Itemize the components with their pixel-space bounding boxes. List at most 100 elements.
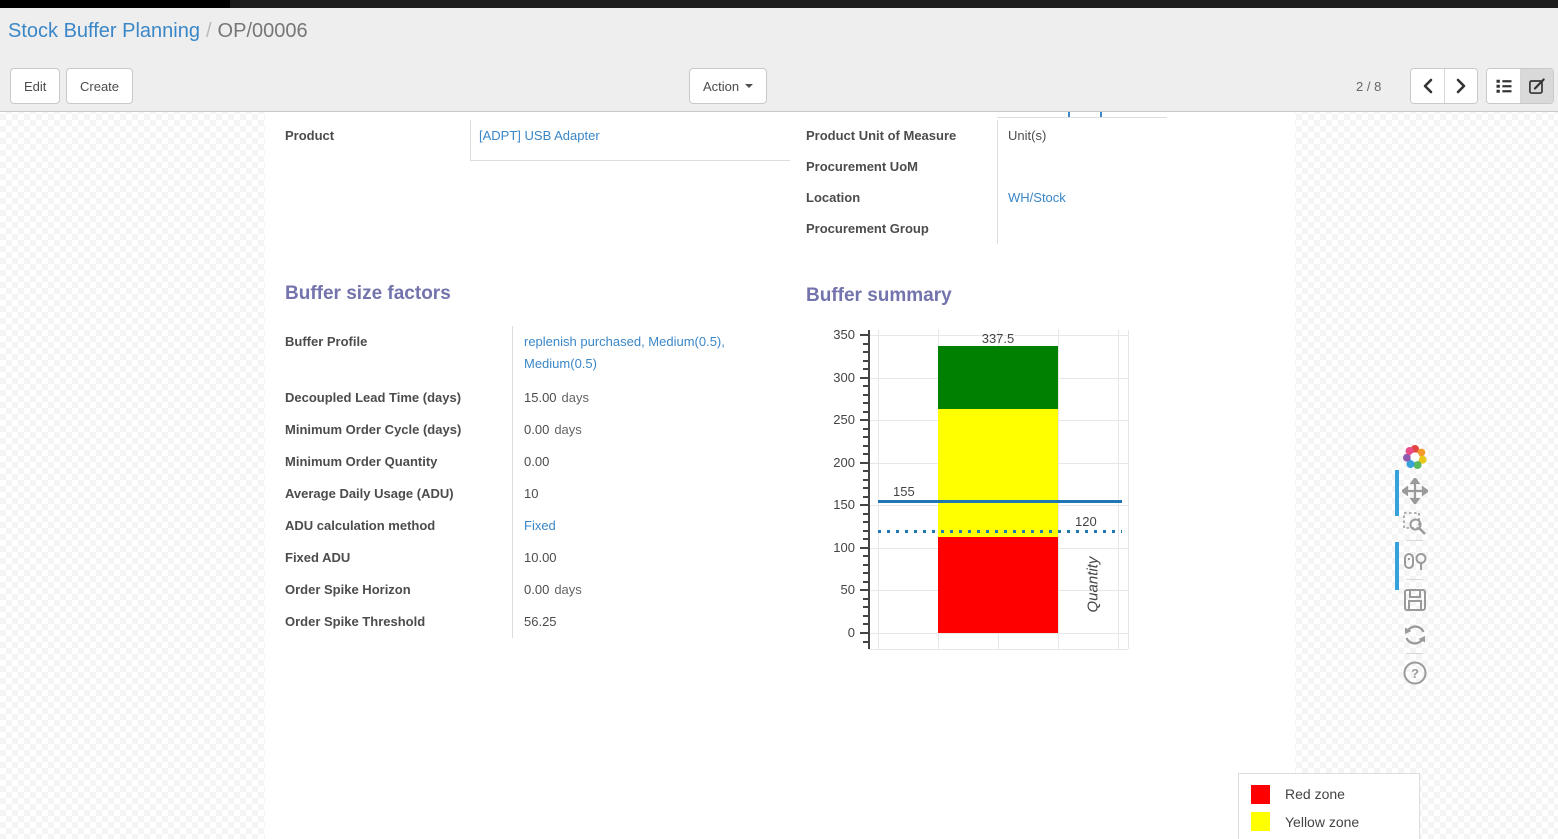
y-tick-minor: [863, 436, 868, 439]
box-zoom-icon[interactable]: [1402, 511, 1428, 537]
modebar-active-indicator: [1395, 542, 1399, 590]
field-value-text: 0.00: [524, 454, 550, 469]
plotly-logo-icon[interactable]: [1402, 444, 1428, 470]
help-icon[interactable]: ?: [1402, 660, 1428, 686]
clipped-text-fragment: [1100, 112, 1102, 117]
field-label: Minimum Order Cycle (days): [285, 422, 462, 437]
buffer-factor-row: ADU calculation method Fixed: [285, 510, 775, 542]
y-tick-minor: [863, 538, 868, 541]
red-zone-bar-segment: [938, 537, 1058, 633]
field-value: 0.00: [512, 446, 775, 478]
y-tick-major: [860, 589, 868, 592]
field-value: [ADPT] USB Adapter: [470, 120, 790, 161]
y-tick-minor: [863, 393, 868, 396]
field-value: 15.00 days: [512, 382, 775, 414]
pager-nav-group: [1410, 68, 1478, 104]
action-label: Action: [703, 78, 740, 94]
field-value-link[interactable]: WH/Stock: [1008, 190, 1066, 205]
product-group-right: Product Unit of Measure Unit(s) Procuremen…: [806, 120, 1295, 244]
field-value-text: 10: [524, 486, 539, 501]
y-tick-minor: [863, 444, 868, 447]
y-tick-minor: [863, 614, 868, 617]
field-label: Average Daily Usage (ADU): [285, 486, 454, 501]
pan-icon[interactable]: [1400, 476, 1430, 506]
yellow-zone-bar-segment: [938, 409, 1058, 538]
field-label: Order Spike Threshold: [285, 614, 426, 629]
y-tick-minor: [863, 623, 868, 626]
y-tick-minor: [863, 521, 868, 524]
create-button[interactable]: Create: [66, 68, 134, 104]
y-tick-label: 0: [847, 625, 855, 640]
field-label: Minimum Order Quantity: [285, 454, 438, 469]
action-dropdown-button[interactable]: Action: [689, 68, 768, 104]
field-unit-suffix: days: [554, 582, 582, 597]
legend-label: Yellow zone: [1285, 813, 1360, 830]
y-tick-major: [860, 632, 868, 634]
buffer-factor-row: Minimum Order Cycle (days) 0.00 days: [285, 414, 775, 446]
y-tick-label: 150: [833, 497, 855, 513]
y-tick-label: 100: [833, 539, 855, 555]
y-tick-minor: [863, 342, 868, 345]
breadcrumb-parent-link[interactable]: Stock Buffer Planning: [8, 20, 200, 42]
form-sheet: Product [ADPT] USB Adapter Product Unit o…: [265, 112, 1430, 839]
field-value: [997, 213, 1295, 244]
field-label: ADU calculation method: [285, 518, 436, 533]
y-tick-minor: [863, 402, 868, 405]
buffer-factor-row: Decoupled Lead Time (days) 15.00 days: [285, 382, 775, 414]
field-value: Unit(s): [997, 120, 1295, 151]
chevron-right-icon: [1456, 78, 1466, 94]
y-tick-minor: [863, 351, 868, 354]
pager-next-button[interactable]: [1444, 69, 1477, 103]
buffer-factor-row: Order Spike Horizon 0.00 days: [285, 574, 775, 606]
field-value-link[interactable]: Fixed: [524, 518, 556, 533]
field-value-text: 15.00: [524, 390, 557, 405]
y-tick-minor: [863, 359, 868, 362]
y-tick-minor: [863, 563, 868, 566]
list-view-button[interactable]: [1487, 69, 1520, 103]
form-view-button[interactable]: [1520, 69, 1553, 103]
y-tick-minor: [863, 640, 868, 643]
field-value: 0.00 days: [512, 414, 775, 446]
field-value-text: 0.00: [524, 422, 550, 437]
systray-bar: [0, 0, 1558, 8]
modebar-divider: [1406, 653, 1423, 654]
pager-count: 2 / 8: [1356, 78, 1382, 94]
product-info-row: Product Unit of Measure Unit(s): [806, 120, 1295, 151]
buffer-factor-row: Minimum Order Quantity 0.00: [285, 446, 775, 478]
legend-label: Red zone: [1285, 786, 1345, 802]
y-tick-minor: [863, 410, 868, 413]
field-value-link[interactable]: [ADPT] USB Adapter: [479, 128, 600, 143]
gridline-vertical: [878, 330, 879, 649]
field-label: Product Unit of Measure: [806, 128, 957, 143]
legend-square-swatch: [1251, 812, 1277, 831]
buffer-summary-title: Buffer summary: [806, 285, 952, 306]
y-tick-minor: [863, 580, 868, 583]
compare-hover-icon[interactable]: [1402, 550, 1428, 576]
field-value-text: 0.00: [524, 582, 550, 597]
product-field-row: Product [ADPT] USB Adapter: [285, 120, 790, 161]
y-tick-minor: [863, 555, 868, 558]
field-label: Location: [806, 190, 861, 205]
save-icon[interactable]: [1402, 587, 1428, 613]
y-tick-major: [860, 333, 868, 336]
y-tick-label: 300: [833, 369, 855, 385]
pager-previous-button[interactable]: [1411, 69, 1444, 103]
y-tick-minor: [863, 385, 868, 388]
legend-entry[interactable]: Yellow zone: [1251, 810, 1359, 834]
line-value-label: 155: [893, 484, 915, 500]
y-tick-label: 350: [833, 326, 855, 342]
y-tick-minor: [863, 478, 868, 481]
field-value-link[interactable]: replenish purchased, Medium(0.5), Medium…: [524, 334, 725, 371]
clipped-text-fragment: [1068, 112, 1070, 117]
product-group-left: Product [ADPT] USB Adapter: [285, 120, 790, 161]
gridline-vertical: [1118, 330, 1119, 649]
edit-form-icon: [1529, 78, 1545, 94]
edit-button[interactable]: Edit: [10, 68, 61, 104]
reset-axes-icon[interactable]: [1402, 622, 1428, 648]
y-tick-major: [860, 504, 868, 507]
green-zone-bar-segment: [938, 345, 1058, 410]
legend-entry[interactable]: Red zone: [1251, 782, 1345, 806]
buffer-factors-title: Buffer size factors: [285, 283, 451, 304]
y-tick-label: 50: [840, 582, 855, 598]
